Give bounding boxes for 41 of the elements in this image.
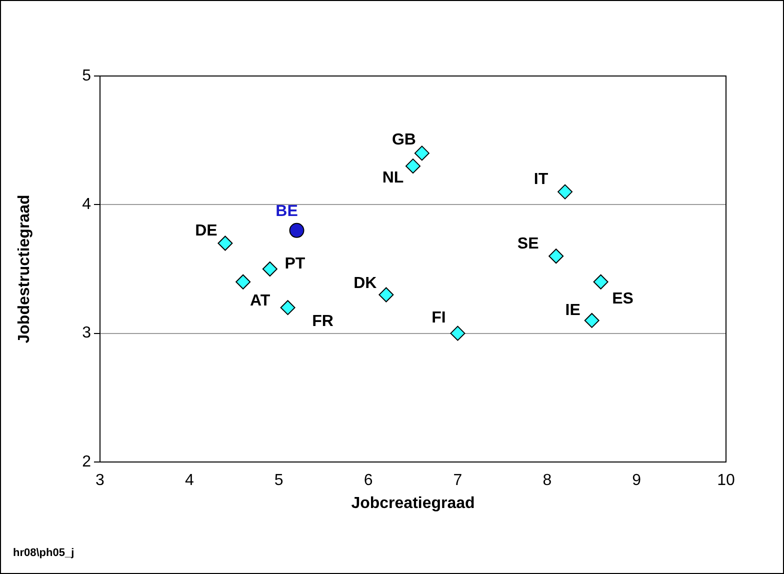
- series-label: IT: [534, 171, 548, 188]
- series-label: ES: [612, 290, 634, 308]
- y-axis-title: Jobdestructiegraad: [16, 194, 34, 344]
- series-label: FI: [432, 310, 446, 327]
- point: [558, 184, 573, 200]
- x-tick-label: 6: [364, 472, 373, 490]
- y-tick-label: 2: [82, 453, 92, 470]
- point: [450, 326, 466, 341]
- y-tick-label: 4: [82, 196, 92, 214]
- series-label: DK: [354, 275, 378, 292]
- x-tick-label: 3: [96, 472, 105, 490]
- x-tick-label: 7: [453, 472, 462, 490]
- y-tick-label: 3: [82, 324, 92, 342]
- series-label: AT: [250, 292, 270, 310]
- point: [280, 300, 296, 316]
- x-tick-label: 10: [717, 472, 735, 490]
- x-axis-title: Jobcreatiegraad: [351, 494, 475, 512]
- point: [262, 262, 278, 276]
- x-tick-label: 5: [274, 472, 284, 490]
- series-label: FR: [312, 313, 334, 330]
- point: [236, 274, 251, 290]
- point: [289, 222, 304, 238]
- series-label: BE: [276, 202, 298, 220]
- x-tick-label: 9: [632, 472, 642, 490]
- point: [593, 274, 608, 290]
- point: [218, 236, 233, 251]
- series-label: IE: [565, 302, 581, 319]
- series-label: DE: [195, 222, 218, 240]
- point: [548, 248, 564, 264]
- x-tick-label: 4: [184, 472, 194, 490]
- text: hr08\ph05_j: [13, 547, 74, 560]
- series-label: GB: [392, 132, 416, 149]
- point: [584, 312, 600, 328]
- series-label: PT: [284, 255, 306, 272]
- series-label: NL: [382, 169, 404, 186]
- point: [414, 146, 430, 161]
- point: [406, 158, 420, 174]
- point: [378, 287, 394, 302]
- series-label: SE: [517, 236, 540, 253]
- x-tick-label: 8: [542, 472, 552, 490]
- y-tick-label: 5: [82, 67, 92, 84]
